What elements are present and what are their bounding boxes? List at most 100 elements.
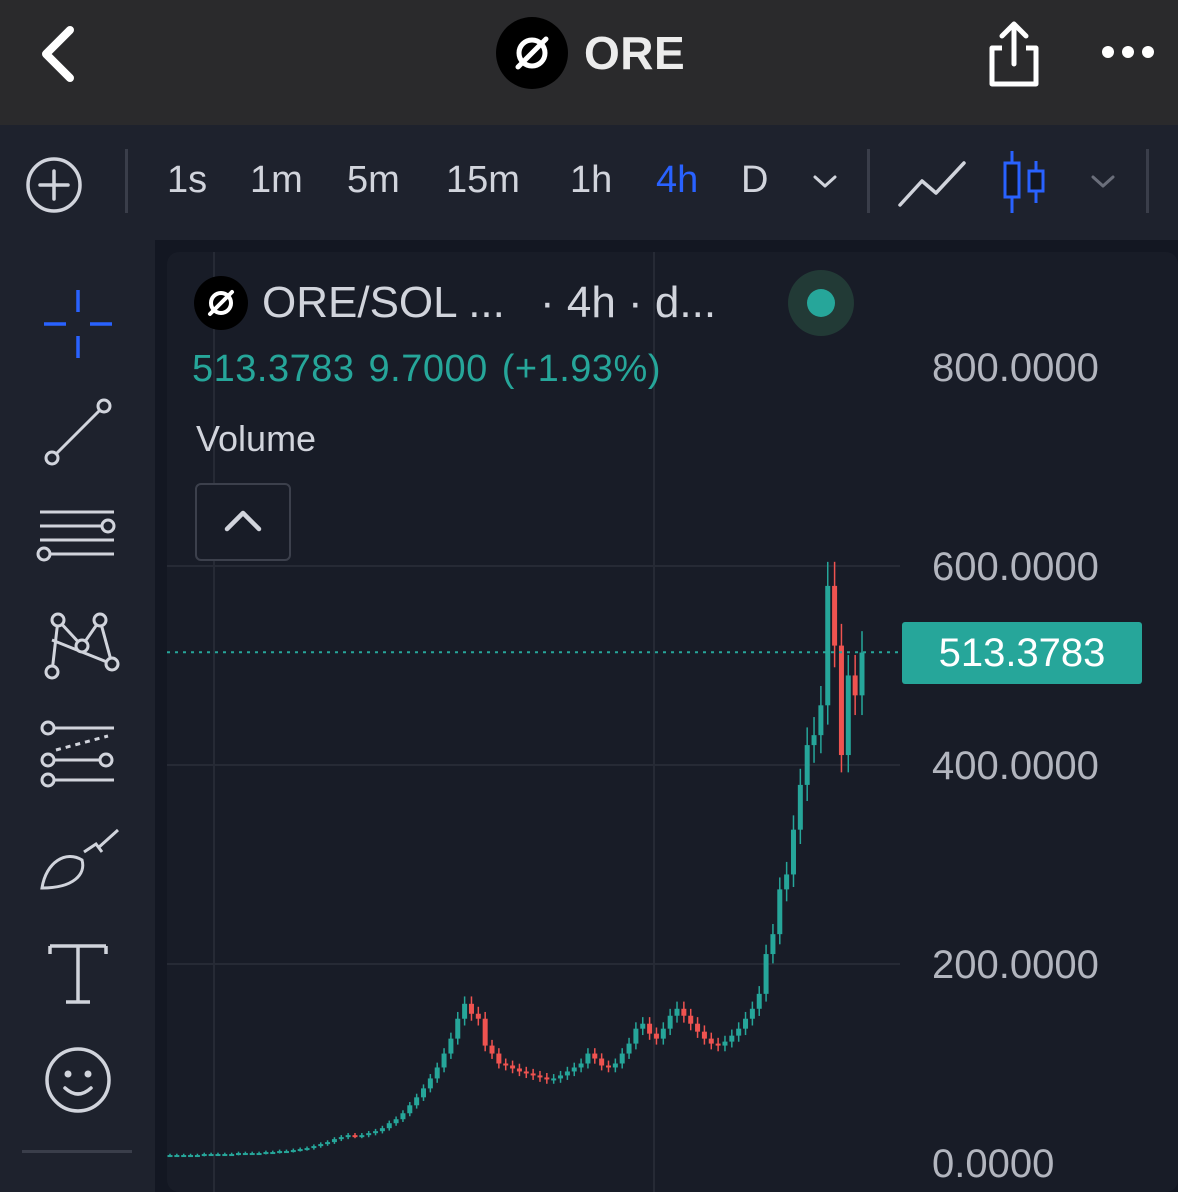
timeframe-4h[interactable]: 4h [656, 159, 699, 201]
last-price-label: 513.3783 [902, 622, 1142, 684]
candle-body [715, 1043, 721, 1046]
candle-body [852, 675, 858, 696]
chart-toolbar: 1s 1m 5m 15m 1h 4h D [0, 125, 1178, 240]
candle-body [448, 1038, 454, 1054]
candle-body [530, 1073, 536, 1076]
candle-body [414, 1097, 420, 1106]
fib-levels-tool[interactable] [36, 498, 120, 582]
timeframe-1s[interactable]: 1s [167, 159, 208, 201]
candle-body [743, 1018, 749, 1029]
candle-body [455, 1018, 461, 1039]
candle-body [510, 1065, 516, 1069]
forecast-tool[interactable] [36, 714, 120, 798]
symbol-name[interactable]: ORE/SOL ... [262, 278, 505, 327]
candle-body [208, 1154, 214, 1157]
line-chart-type-button[interactable] [896, 155, 968, 211]
candle-body [626, 1043, 632, 1054]
candle-body [434, 1067, 440, 1079]
candle-body [441, 1053, 447, 1068]
candle-body [421, 1088, 427, 1098]
candle-body [777, 889, 783, 935]
candle-body [222, 1154, 228, 1157]
candle-body [564, 1071, 570, 1076]
candle-body [770, 934, 776, 955]
candle-body [290, 1150, 296, 1153]
chevron-left-icon [42, 26, 74, 82]
candle-body [612, 1063, 618, 1068]
candle-body [605, 1065, 611, 1068]
candle-body [832, 585, 838, 646]
market-status-indicator[interactable] [788, 270, 854, 336]
candle-body [516, 1068, 522, 1072]
candle-body [695, 1023, 701, 1032]
legend-change: 9.7000 [368, 348, 488, 390]
price-legend: 513.3783 9.7000 (+1.93%) [192, 348, 675, 391]
candle-body [797, 784, 803, 830]
candle-body [229, 1154, 235, 1157]
drawing-tools-panel [0, 240, 155, 1192]
brush-tool[interactable] [36, 822, 120, 906]
collapse-legend-button[interactable] [195, 483, 291, 561]
candle-body [482, 1018, 488, 1046]
candle-body [318, 1144, 324, 1147]
price-axis-label: 600.0000 [932, 545, 1099, 589]
candle-body [640, 1023, 646, 1029]
candle-body [475, 1013, 481, 1019]
candle-body [393, 1119, 399, 1124]
app-title-group: ORE [496, 16, 685, 90]
candle-body [558, 1075, 564, 1079]
candle-body [688, 1015, 694, 1024]
emoji-tool[interactable] [36, 1038, 120, 1122]
candle-body [181, 1155, 187, 1158]
timeframe-d[interactable]: D [741, 159, 769, 201]
candle-body [215, 1154, 221, 1157]
legend-interval: · 4h · d... [540, 278, 717, 327]
volume-indicator-label[interactable]: Volume [196, 418, 317, 459]
smiley-icon [45, 1047, 111, 1113]
candle-body [619, 1053, 625, 1064]
status-dot-icon [807, 289, 835, 317]
chevron-down-icon [813, 175, 837, 188]
share-icon [989, 21, 1039, 87]
candle-body [270, 1152, 276, 1155]
candle-body [325, 1142, 331, 1145]
candle-body [681, 1008, 687, 1016]
candle-chart-type-button[interactable] [1000, 149, 1048, 215]
crosshair-tool[interactable] [36, 282, 120, 366]
candle-body [468, 1003, 474, 1014]
timeframe-1h[interactable]: 1h [570, 159, 613, 201]
candle-body [407, 1105, 413, 1114]
candle-body [366, 1133, 372, 1136]
text-tool[interactable] [36, 930, 120, 1014]
candle-body [571, 1067, 577, 1072]
candle-body [427, 1078, 433, 1089]
candle-body [174, 1155, 180, 1158]
add-indicator-button[interactable] [24, 155, 84, 215]
candle-body [838, 645, 844, 756]
candle-body [386, 1123, 392, 1129]
ore-logo-icon [496, 17, 568, 89]
more-button[interactable] [1098, 32, 1158, 72]
candle-body [311, 1146, 317, 1149]
price-axis-label: 400.0000 [932, 744, 1099, 788]
candle-body [201, 1154, 207, 1157]
candle-body [784, 874, 790, 890]
timeframe-15m[interactable]: 15m [446, 159, 520, 201]
candle-body [304, 1148, 310, 1151]
candle-body [338, 1137, 344, 1140]
chart-background [167, 252, 1178, 1192]
timeframe-1m[interactable]: 1m [250, 159, 303, 201]
share-button[interactable] [982, 18, 1046, 90]
timeframe-dropdown[interactable] [810, 169, 840, 193]
timeframe-5m[interactable]: 5m [347, 159, 400, 201]
chart-type-dropdown[interactable] [1088, 169, 1118, 193]
candle-body [592, 1053, 598, 1059]
price-axis-label: 0.0000 [932, 1142, 1055, 1186]
pattern-tool[interactable] [36, 606, 120, 690]
candle-body [544, 1077, 550, 1080]
candle-body [811, 735, 817, 746]
back-button[interactable] [30, 24, 90, 84]
trend-line-tool[interactable] [36, 390, 120, 474]
candle-body [277, 1151, 283, 1154]
